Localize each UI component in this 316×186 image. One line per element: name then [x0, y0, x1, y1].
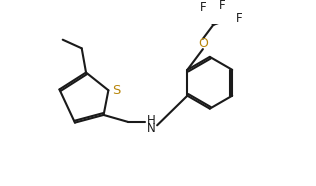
Text: F: F: [219, 0, 225, 12]
Text: O: O: [198, 37, 208, 50]
Text: H: H: [147, 114, 155, 127]
Text: S: S: [112, 84, 120, 97]
Text: N: N: [147, 122, 155, 135]
Text: F: F: [200, 1, 206, 14]
Text: F: F: [236, 12, 242, 25]
